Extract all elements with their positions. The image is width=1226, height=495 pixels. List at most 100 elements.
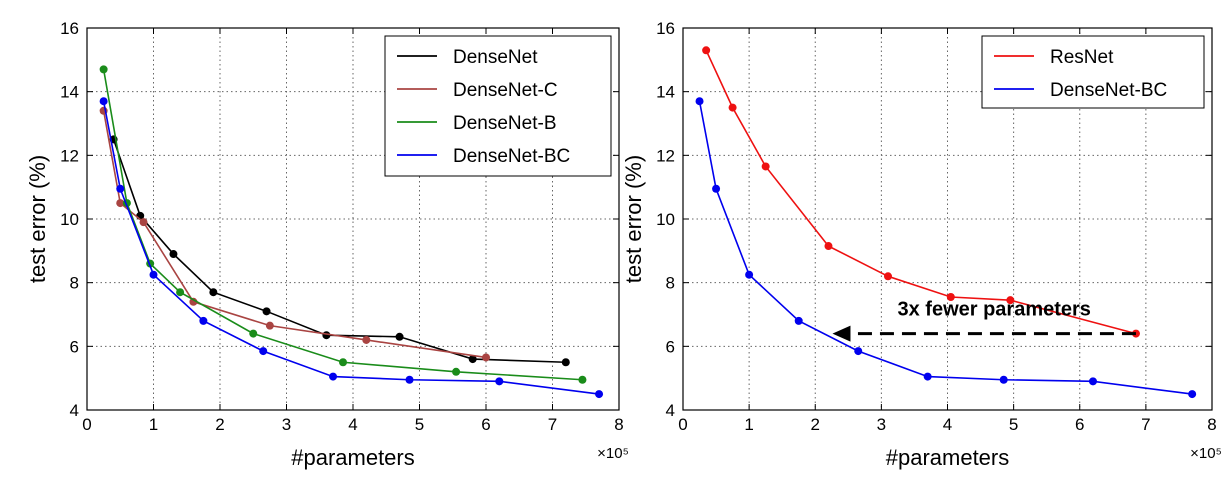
legend: ResNet DenseNet-BC <box>981 35 1205 109</box>
x-tick-label: 8 <box>1207 415 1216 434</box>
series-line <box>705 49 1137 335</box>
data-point <box>99 97 108 106</box>
data-point <box>1006 296 1015 305</box>
data-point <box>702 46 711 55</box>
data-point <box>561 358 570 367</box>
y-tick-label: 12 <box>656 146 675 165</box>
data-point <box>249 329 258 338</box>
x-tick-label: 3 <box>282 415 291 434</box>
y-tick-label: 14 <box>60 83 79 102</box>
x-tick-label: 6 <box>1075 415 1084 434</box>
y-tick-label: 16 <box>60 19 79 38</box>
x-tick-label: 2 <box>215 415 224 434</box>
data-point <box>259 347 268 356</box>
x-tick-label: 6 <box>481 415 490 434</box>
x-tick-label: 5 <box>1009 415 1018 434</box>
data-point <box>761 162 770 171</box>
data-point <box>116 199 125 208</box>
series-resnet <box>702 46 1140 338</box>
x-tick-label: 2 <box>811 415 820 434</box>
legend-box <box>384 35 612 177</box>
data-point <box>999 375 1008 384</box>
x-axis-label: #parameters <box>886 445 1010 470</box>
data-point <box>728 103 737 112</box>
x-tick-label: 7 <box>548 415 557 434</box>
x-tick-label: 1 <box>744 415 753 434</box>
legend-entry: DenseNet-B <box>453 113 557 134</box>
data-point <box>189 297 198 306</box>
data-point <box>745 270 754 279</box>
data-point <box>139 218 148 227</box>
x-tick-label: 3 <box>877 415 886 434</box>
legend-entry: DenseNet <box>453 47 538 68</box>
data-point <box>99 65 108 74</box>
x-tick-label: 7 <box>1141 415 1150 434</box>
plot-frame <box>86 27 620 411</box>
y-tick-label: 10 <box>60 210 79 229</box>
series-densenet-b <box>99 65 587 384</box>
series-densenet-c <box>99 106 490 362</box>
data-point <box>482 353 490 362</box>
data-point <box>695 97 704 106</box>
y-axis-label: test error (%) <box>25 155 50 283</box>
data-point <box>262 307 271 316</box>
legend: DenseNet DenseNet-C DenseNet-B DenseNet-BC <box>384 35 612 177</box>
data-point <box>595 390 604 399</box>
series-line <box>102 69 583 381</box>
x-axis-label: #parameters <box>291 445 415 470</box>
x-tick-label: 0 <box>82 415 91 434</box>
y-tick-label: 16 <box>656 19 675 38</box>
series-line <box>698 101 1193 395</box>
plot-frame <box>682 27 1213 411</box>
y-tick-label: 8 <box>70 274 79 293</box>
y-tick-label: 6 <box>666 337 675 356</box>
legend-entry: DenseNet-BC <box>453 146 570 167</box>
data-point <box>362 335 371 344</box>
data-point <box>265 321 274 330</box>
y-tick-label: 4 <box>666 401 675 420</box>
legend-entry: DenseNet-C <box>453 80 558 101</box>
y-tick-label: 14 <box>656 83 675 102</box>
x-tick-label: 5 <box>415 415 424 434</box>
y-tick-label: 4 <box>70 401 79 420</box>
annotation-arrow-head <box>832 325 851 342</box>
annotation: 3x fewer parameters <box>832 299 1136 342</box>
data-point <box>395 332 404 341</box>
y-tick-label: 6 <box>70 337 79 356</box>
data-point <box>176 288 185 297</box>
y-tick-label: 10 <box>656 210 675 229</box>
data-point <box>1188 390 1197 399</box>
data-point <box>946 292 955 301</box>
y-tick-label: 8 <box>666 274 675 293</box>
data-point <box>495 377 504 386</box>
data-point <box>883 272 892 281</box>
legend-entry: ResNet <box>1050 47 1114 68</box>
series-densenet-bc <box>695 97 1197 399</box>
y-tick-label: 12 <box>60 146 79 165</box>
data-point <box>209 288 218 297</box>
data-point <box>149 270 158 279</box>
series-densenet-bc <box>99 97 604 399</box>
annotation-text: 3x fewer parameters <box>897 299 1090 321</box>
data-point <box>452 367 461 376</box>
legend-entry: DenseNet-BC <box>1050 80 1167 101</box>
data-point <box>468 355 477 364</box>
data-point <box>854 347 863 356</box>
x-multiplier-label: ×10⁵ <box>597 445 629 462</box>
x-multiplier-label: ×10⁵ <box>1190 445 1222 462</box>
x-tick-label: 1 <box>149 415 158 434</box>
x-tick-label: 4 <box>943 415 952 434</box>
x-tick-label: 4 <box>348 415 357 434</box>
data-point <box>329 372 338 381</box>
data-point <box>1088 377 1097 386</box>
legend-box <box>981 35 1205 109</box>
x-tick-label: 8 <box>614 415 623 434</box>
data-point <box>199 316 208 325</box>
data-point <box>794 316 803 325</box>
data-point <box>923 372 932 381</box>
data-point <box>824 242 833 251</box>
